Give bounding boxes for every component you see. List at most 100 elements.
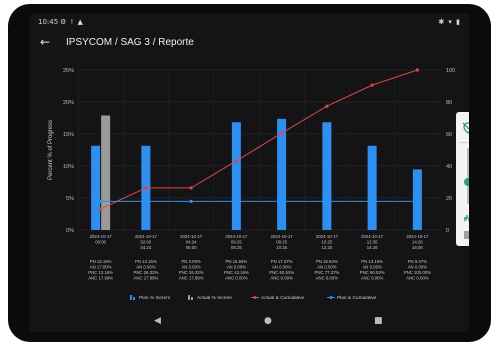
- bar-plan-increm: [91, 145, 101, 230]
- point-actual-cumulative: [144, 186, 148, 190]
- legend-label: Plan % Increm: [139, 295, 170, 301]
- category-stat-label: PN 13.16%: [135, 259, 157, 264]
- nav-recents-button[interactable]: ■: [374, 316, 383, 326]
- point-actual-cumulative: [189, 186, 193, 190]
- y-tick-label-left: 5%: [66, 196, 74, 202]
- category-stat-label: ANC 0.00%: [406, 276, 429, 281]
- legend-swatch: [130, 295, 132, 300]
- x-tick-label: 2024-10-17: [271, 234, 294, 239]
- legend-label: Actual & Cumulative: [261, 295, 305, 301]
- category-stat-label: PN 0.00%: [181, 259, 201, 264]
- stop-icon[interactable]: [456, 226, 469, 244]
- category-stat-label: ANC 0.00%: [270, 276, 293, 281]
- x-tick-label: 10:25: [276, 245, 287, 250]
- y-tick-label-right: 100: [446, 68, 455, 74]
- y-tick-label-right: 80: [446, 100, 452, 106]
- point-plan-cumulative: [370, 199, 374, 203]
- category-stat-label: AN 0.00%: [272, 265, 292, 270]
- category-stat-label: ANC 17.89%: [179, 276, 204, 281]
- status-time: 10:45: [38, 18, 59, 26]
- category-stat-label: AN 0.00%: [362, 265, 382, 270]
- page-title: IPSYCOM / SAG 3 / Reporte: [66, 37, 194, 48]
- y-axis-label: Percent % of Progress: [48, 120, 54, 180]
- category-stat-label: PNC 77.37%: [314, 270, 339, 275]
- bar-plan-increm: [412, 169, 422, 230]
- x-tick-label: 12:25: [321, 245, 332, 250]
- point-actual-cumulative: [234, 159, 238, 163]
- point-plan-cumulative: [280, 199, 284, 203]
- category-stat-label: PNC 100.00%: [404, 270, 431, 275]
- category-stat-label: PN 17.37%: [271, 259, 293, 264]
- category-stat-label: ANC 0.00%: [361, 276, 384, 281]
- point-actual-cumulative: [99, 207, 103, 211]
- legend-swatch: [191, 297, 193, 300]
- nav-home-button[interactable]: ●: [264, 316, 272, 326]
- x-tick-label: 08:25: [231, 245, 242, 250]
- y-tick-label-left: 25%: [63, 68, 74, 74]
- panel-divider: [459, 142, 469, 143]
- point-actual-cumulative: [280, 131, 284, 135]
- category-stat-label: ANC 17.89%: [88, 276, 113, 281]
- point-actual-cumulative: [415, 68, 419, 72]
- category-stat-label: PN 13.16%: [361, 259, 383, 264]
- progress-chart: 0% 5% 10% 15% 20% 25% 0 20 40 60 80 100 Percent % of…: [48, 68, 455, 301]
- category-stat-label: AN 0.00%: [227, 265, 247, 270]
- x-tick-label: 10:25: [321, 240, 332, 245]
- y-tick-label-left: 20%: [63, 100, 74, 106]
- point-plan-cumulative: [415, 199, 419, 203]
- x-tick-label: 04:24: [186, 240, 197, 245]
- category-stat-label: PN 9.47%: [408, 259, 428, 264]
- x-tick-label: 2024-10-17: [90, 234, 113, 239]
- legend-label: Plan & Cumulative: [337, 295, 377, 301]
- x-tick-label: 04:24: [140, 245, 151, 250]
- bar-actual-increm: [101, 115, 111, 230]
- x-tick-label: 2024-10-17: [316, 234, 339, 239]
- no-location-icon[interactable]: [456, 116, 469, 140]
- bar-plan-increm: [367, 145, 377, 230]
- bar-plan-increm: [277, 118, 287, 230]
- y-tick-label-left: 0%: [66, 228, 74, 234]
- y-tick-label-left: 10%: [63, 164, 74, 170]
- x-tick-label: 08:25: [276, 240, 287, 245]
- back-arrow-icon[interactable]: ←: [40, 35, 51, 49]
- x-tick-label: 02:00: [140, 240, 151, 245]
- x-tick-label: 00:00: [95, 240, 106, 245]
- bar-plan-increm: [231, 122, 241, 230]
- tablet-frame: 10:45 ⚙ ! ▲ ✱ ▾ ▮ ← IPSYCOM / SAG 3 / Re…: [8, 4, 491, 342]
- x-tick-label: 14:26: [367, 245, 378, 250]
- category-stat-label: ANC 17.89%: [133, 276, 158, 281]
- x-tick-label: 2024-10-17: [180, 234, 203, 239]
- nav-back-button[interactable]: ◀: [154, 316, 161, 326]
- category-stat-label: PNC 90.53%: [360, 270, 385, 275]
- bar-plan-increm: [322, 122, 332, 230]
- point-plan-cumulative: [189, 199, 193, 203]
- point-plan-cumulative: [234, 199, 238, 203]
- x-tick-label: 12:35: [367, 240, 378, 245]
- y-tick-label-right: 60: [446, 132, 452, 138]
- y-tick-label-right: 20: [446, 196, 452, 202]
- x-tick-label: 2024-10-17: [225, 234, 248, 239]
- category-stat-label: PN 13.16%: [90, 259, 112, 264]
- y-tick-label-right: 40: [446, 164, 452, 170]
- category-stat-label: AN 0.00%: [181, 265, 201, 270]
- point-plan-cumulative: [325, 199, 329, 203]
- point-actual-cumulative: [325, 104, 329, 108]
- x-tick-label: 2024-10-17: [135, 234, 158, 239]
- category-stat-label: AN 0.00%: [136, 265, 156, 270]
- legend-swatch: [253, 296, 257, 299]
- x-tick-label: 16:05: [412, 245, 423, 250]
- status-system-icons: ✱ ▾ ▮: [438, 18, 461, 26]
- x-tick-label: 06:00: [186, 245, 197, 250]
- zoom-slider-track[interactable]: [467, 148, 469, 204]
- category-stat-label: PN 16.84%: [226, 259, 248, 264]
- zoom-slider-thumb[interactable]: [464, 177, 469, 186]
- legend-swatch: [329, 296, 333, 299]
- category-stat-label: PNC 43.16%: [224, 270, 249, 275]
- legend-swatch: [133, 297, 135, 300]
- x-tick-label: 2024-10-17: [361, 234, 384, 239]
- category-stat-label: AN 0.00%: [317, 265, 337, 270]
- category-stat-label: PNC 26.32%: [179, 270, 204, 275]
- category-stat-label: AN 17.89%: [90, 265, 112, 270]
- fit-screen-icon[interactable]: [456, 206, 469, 230]
- x-tick-label: 06:25: [231, 240, 242, 245]
